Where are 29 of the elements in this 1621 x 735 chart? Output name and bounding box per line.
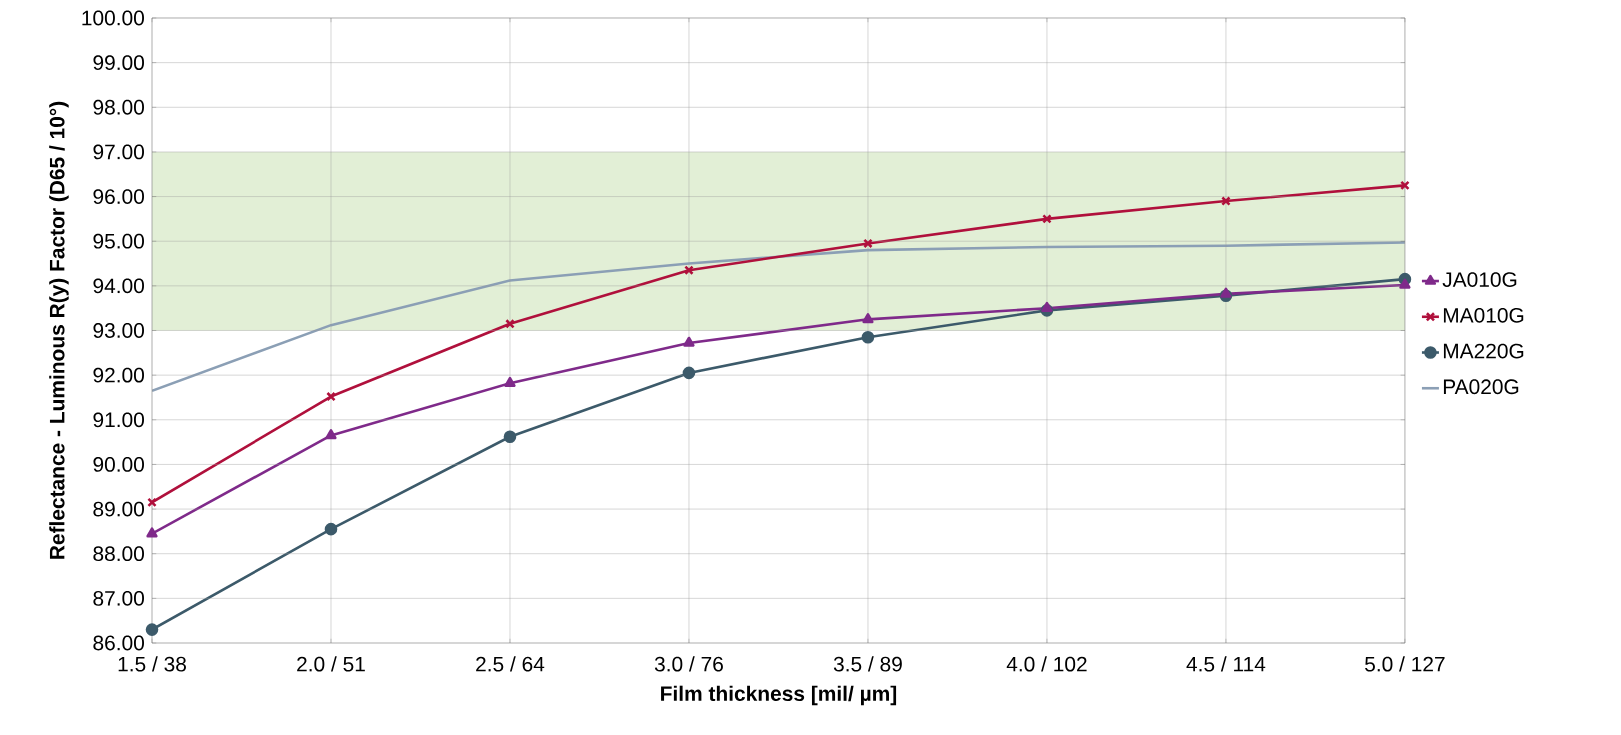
y-axis-title: Reflectance - Luminous R(y) Factor (D65 / 10°) bbox=[49, 101, 69, 559]
x-tick-label: 3.5 / 89 bbox=[833, 656, 902, 672]
y-tick-label: 87.00 bbox=[93, 590, 144, 606]
y-tick-label: 92.00 bbox=[93, 367, 144, 383]
y-tick-label: 86.00 bbox=[93, 635, 144, 651]
y-tick-label: 94.00 bbox=[93, 278, 144, 294]
y-tick-label: 91.00 bbox=[93, 412, 144, 428]
legend-label: MA010G bbox=[1443, 307, 1524, 323]
legend-label: MA220G bbox=[1443, 343, 1524, 359]
x-tick-label: 5.0 / 127 bbox=[1365, 656, 1445, 672]
y-tick-label: 89.00 bbox=[93, 501, 144, 517]
legend-label: JA010G bbox=[1442, 272, 1517, 287]
x-tick-label: 2.5 / 64 bbox=[476, 656, 545, 672]
y-tick-label: 95.00 bbox=[93, 233, 144, 249]
y-tick-label: 93.00 bbox=[93, 323, 144, 338]
y-tick-label: 100.00 bbox=[82, 10, 144, 26]
y-tick-label: 99.00 bbox=[93, 55, 144, 71]
legend-label: PA020G bbox=[1443, 379, 1519, 395]
x-tick-label: 4.5 / 114 bbox=[1186, 656, 1266, 672]
x-tick-label: 2.0 / 51 bbox=[297, 656, 365, 672]
x-tick-label: 4.0 / 102 bbox=[1006, 656, 1087, 672]
y-tick-label: 96.00 bbox=[93, 189, 144, 204]
x-axis-title: Film thickness [mil/ µm] bbox=[661, 685, 897, 706]
y-tick-label: 90.00 bbox=[93, 457, 144, 472]
y-tick-label: 88.00 bbox=[93, 546, 144, 562]
y-tick-label: 98.00 bbox=[93, 99, 144, 115]
x-tick-label: 3.0 / 76 bbox=[654, 656, 723, 672]
x-tick-label: 1.5 / 38 bbox=[118, 656, 186, 672]
y-tick-label: 97.00 bbox=[93, 144, 144, 160]
